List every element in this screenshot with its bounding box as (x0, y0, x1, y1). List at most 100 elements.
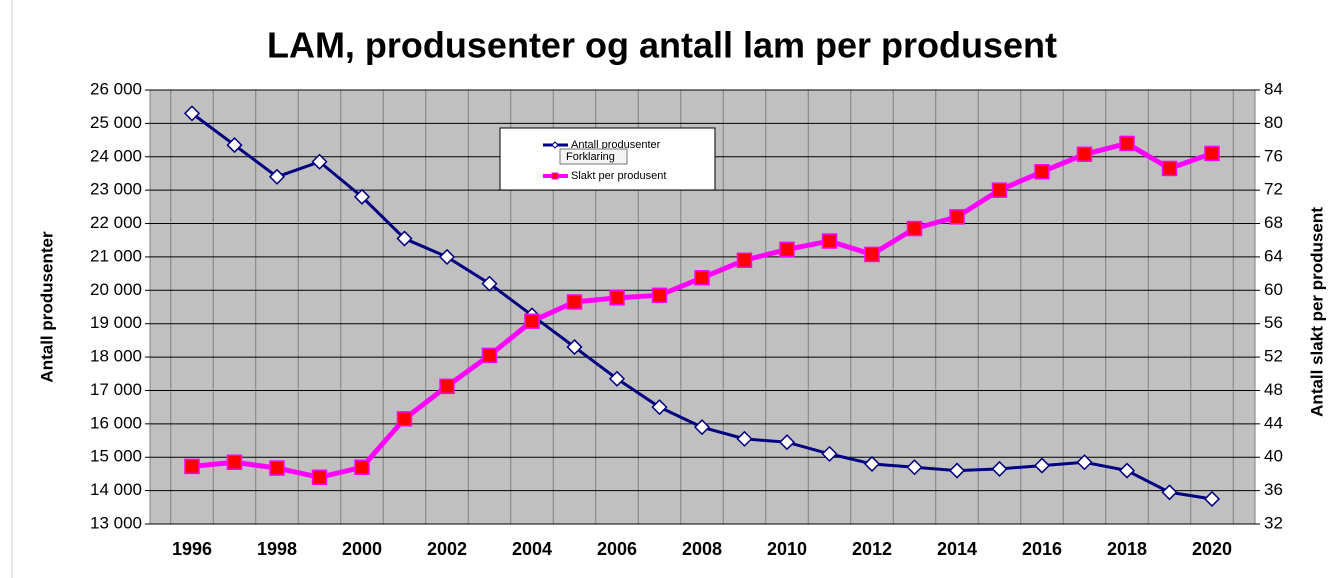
point (481, 275, 498, 292)
point (353, 188, 371, 205)
y-tick-label: 26 000 (90, 79, 142, 98)
y-tick-label: 16 000 (90, 413, 142, 432)
legend-marker (551, 141, 559, 149)
point (906, 220, 923, 237)
x-tick-label: 2010 (767, 539, 807, 559)
point (991, 460, 1008, 477)
x-tick-label: 2004 (512, 539, 552, 559)
x-tick-label: 2008 (682, 539, 722, 559)
point (438, 248, 456, 265)
y2-tick-label: 76 (1264, 146, 1283, 165)
point (608, 370, 626, 387)
y2-tick-label: 64 (1264, 246, 1283, 265)
point (863, 455, 881, 472)
point (778, 434, 796, 451)
y2-tick-label: 40 (1264, 447, 1283, 466)
point (311, 469, 328, 486)
point (566, 294, 583, 310)
y-tick-label: 22 000 (90, 213, 142, 232)
legend-label: Antall produsenter (571, 139, 661, 151)
y2-tick-label: 80 (1264, 113, 1283, 132)
point (1203, 490, 1221, 508)
point (694, 270, 710, 286)
point (354, 459, 370, 475)
point (439, 378, 455, 395)
y-tick-label: 18 000 (90, 347, 142, 366)
x-tick-label: 2016 (1022, 539, 1062, 559)
point (1118, 462, 1136, 479)
point (948, 462, 966, 479)
y-tick-label: 19 000 (90, 313, 142, 332)
y-tick-label: 14 000 (90, 480, 142, 499)
y2-tick-label: 56 (1264, 313, 1283, 332)
point (1076, 454, 1093, 471)
point (226, 454, 243, 470)
x-tick-label: 2014 (937, 539, 977, 559)
point (269, 460, 285, 476)
y-axis-label: Antall produsenter (37, 231, 56, 383)
point (1161, 484, 1178, 501)
y-tick-label: 15 000 (90, 447, 142, 466)
tooltip-box (559, 148, 628, 165)
point (609, 290, 625, 306)
point (651, 399, 668, 416)
y2-tick-label: 68 (1264, 213, 1283, 232)
y-tick-label: 17 000 (90, 380, 142, 399)
tooltip: Forklaring (566, 151, 615, 163)
y2-tick-label: 32 (1264, 513, 1283, 532)
x-tick-label: 2020 (1192, 539, 1232, 559)
y-tick-label: 23 000 (90, 180, 142, 199)
point (184, 458, 200, 475)
point (906, 459, 923, 476)
point (949, 209, 965, 225)
y-tick-label: 25 000 (90, 113, 142, 132)
x-tick-label: 2012 (852, 539, 892, 559)
point (268, 168, 286, 185)
y-tick-label: 13 000 (90, 513, 142, 532)
point (864, 246, 880, 263)
chart-title: LAM, produsenter og antall lam per produ… (267, 25, 1057, 66)
point (1076, 146, 1093, 163)
x-tick-label: 2018 (1107, 539, 1147, 559)
y2-tick-label: 72 (1264, 180, 1283, 199)
y-tick-label: 24 000 (90, 146, 142, 165)
point (396, 230, 413, 247)
y2-tick-label: 52 (1264, 347, 1283, 366)
point (1033, 457, 1051, 474)
point (821, 445, 838, 462)
legend: Antall produsenter Slakt per produsent For… (499, 127, 716, 191)
point (481, 347, 498, 364)
point (566, 339, 583, 356)
point (821, 233, 838, 249)
x-tick-label: 2002 (427, 539, 467, 559)
y2-tick-label: 36 (1264, 480, 1283, 499)
point (1204, 145, 1220, 162)
y2-tick-label: 60 (1264, 280, 1283, 299)
x-tick-label: 1998 (257, 539, 297, 559)
point (1034, 164, 1050, 180)
x-tick-label: 2006 (597, 539, 637, 559)
y2-axis-label: Antall slakt per produsent (1307, 207, 1326, 417)
point (396, 411, 413, 427)
y2-tick-label: 44 (1264, 413, 1283, 432)
y2-tick-label: 84 (1264, 79, 1283, 98)
x-tick-label: 2000 (342, 539, 382, 559)
y-tick-label: 20 000 (90, 280, 142, 299)
point (736, 430, 753, 447)
y2-tick-label: 48 (1264, 380, 1283, 399)
legend-marker (551, 172, 559, 180)
point (736, 252, 753, 269)
point (651, 287, 668, 304)
legend-label: Slakt per produsent (571, 170, 666, 182)
point (693, 419, 711, 436)
point (226, 137, 243, 154)
point (779, 241, 795, 258)
point (991, 182, 1008, 198)
point (311, 153, 328, 170)
point (1161, 160, 1178, 177)
y-tick-label: 21 000 (90, 246, 142, 265)
point (183, 105, 201, 122)
x-tick-label: 1996 (172, 539, 212, 559)
point (524, 313, 540, 329)
